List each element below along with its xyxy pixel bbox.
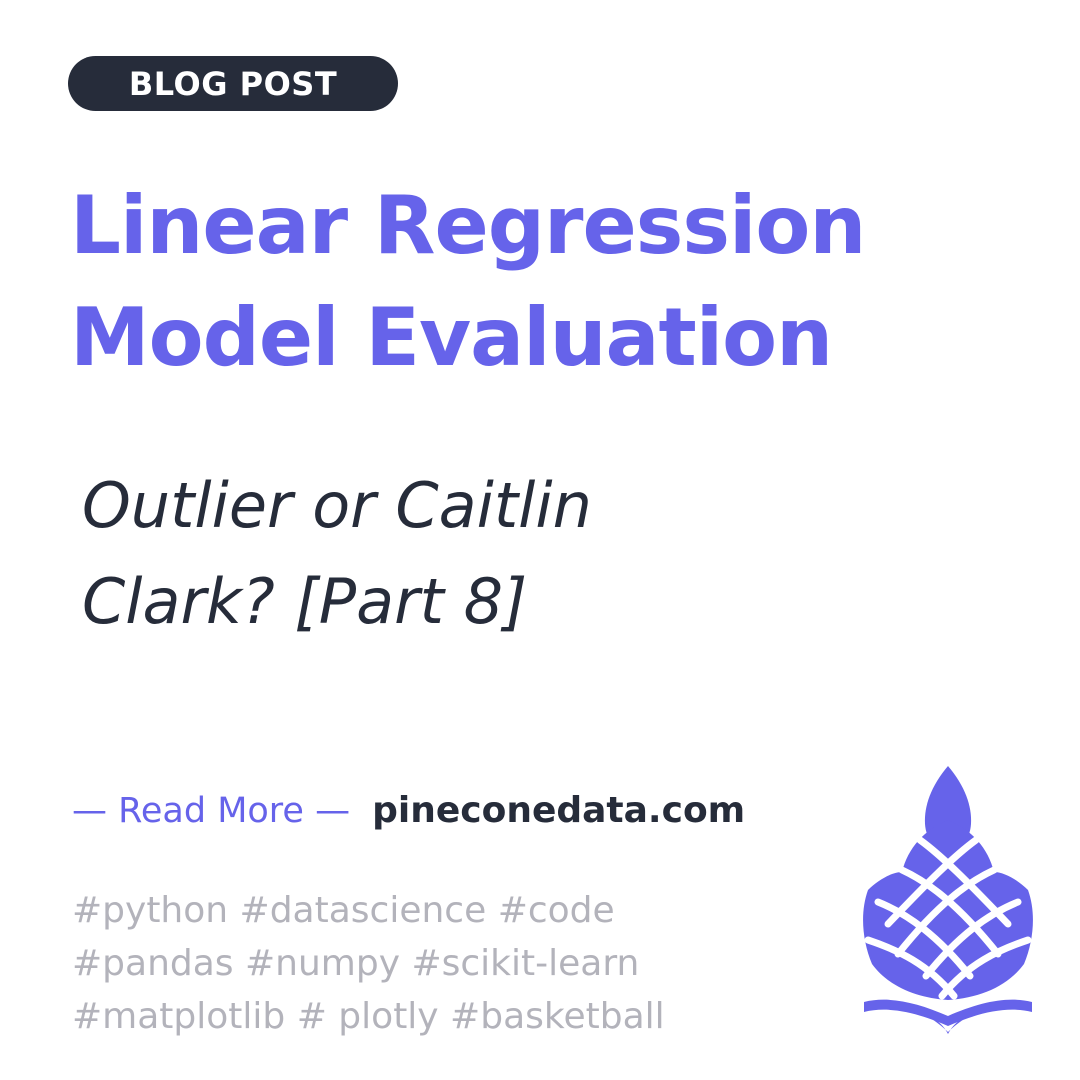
title-line-1: Linear Regression — [70, 179, 866, 272]
read-more-label: — Read More — — [72, 791, 351, 831]
page-title: Linear Regression Model Evaluation — [70, 170, 866, 394]
hashtag-list: #python #datascience #code #pandas #nump… — [72, 884, 665, 1043]
scale-line-8 — [938, 936, 1032, 1000]
read-more-row: — Read More — pineconedata.com — [72, 790, 745, 831]
pinecone-icon — [863, 766, 1033, 1034]
badge-label: BLOG POST — [128, 64, 338, 103]
title-line-2: Model Evaluation — [70, 291, 833, 384]
hashtag-line-3: #matplotlib # plotly #basketball — [72, 996, 665, 1037]
scale-line-3 — [898, 866, 1002, 958]
hashtag-line-1: #python #datascience #code — [72, 890, 615, 931]
scale-line-5 — [916, 836, 1012, 928]
scale-line-6 — [884, 836, 980, 928]
subtitle: Outlier or Caitlin Clark? [Part 8] — [82, 458, 592, 650]
hashtag-line-2: #pandas #numpy #scikit-learn — [72, 943, 640, 984]
subtitle-line-2: Clark? [Part 8] — [82, 565, 528, 638]
website-link[interactable]: pineconedata.com — [372, 790, 746, 831]
scale-line-4 — [894, 866, 998, 958]
subtitle-line-1: Outlier or Caitlin — [82, 469, 592, 542]
pinecone-base-wave-1 — [864, 999, 1032, 1026]
scale-line-7 — [864, 936, 958, 1000]
blog-post-badge: BLOG POST — [68, 56, 398, 111]
